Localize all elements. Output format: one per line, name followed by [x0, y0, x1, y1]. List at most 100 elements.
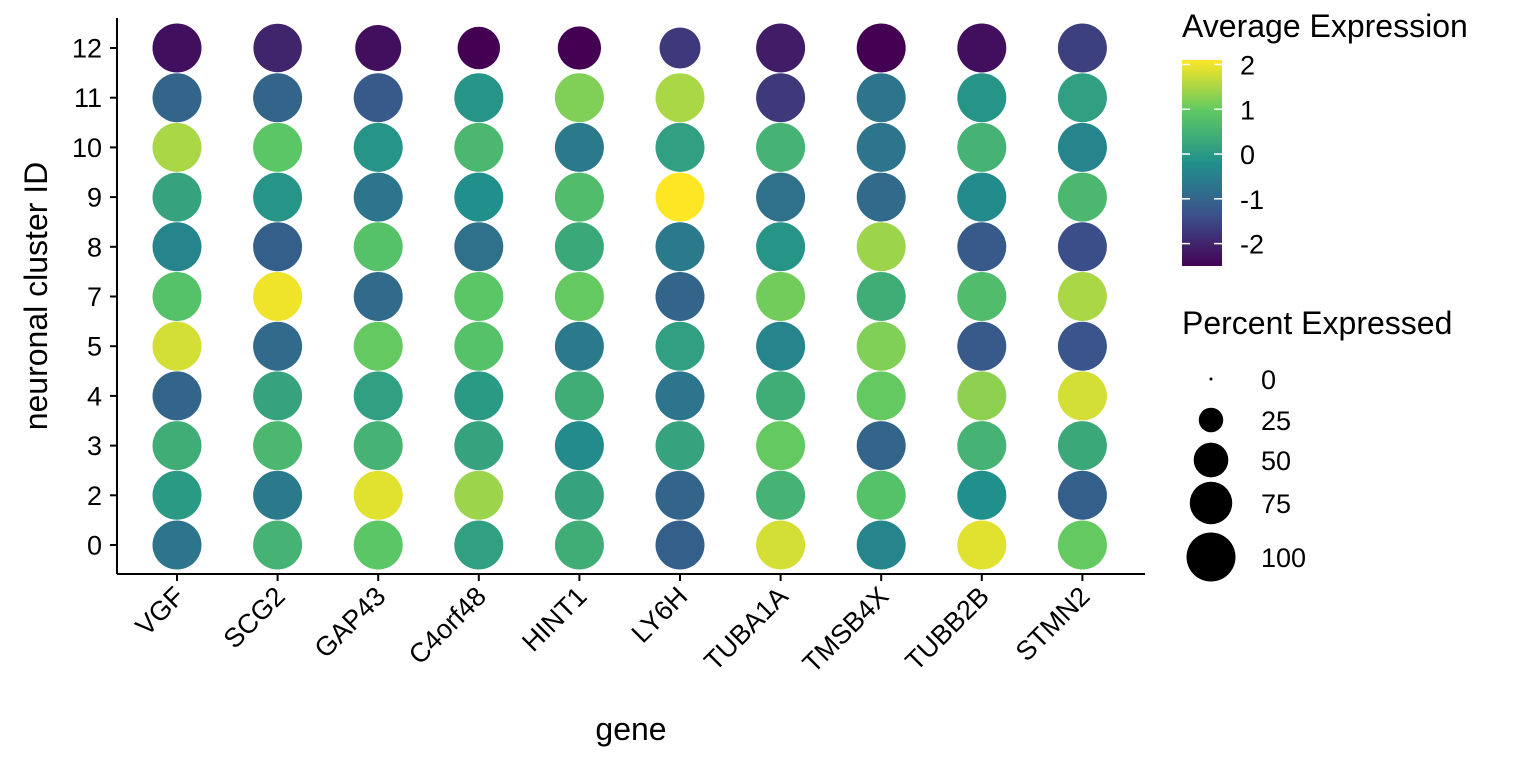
color-legend-label: -1 — [1240, 185, 1264, 215]
dot-marker — [454, 73, 504, 123]
dot-marker — [253, 421, 303, 471]
dot-marker — [152, 520, 202, 570]
dot-marker — [856, 520, 906, 570]
dot-marker — [353, 520, 403, 570]
dot-marker — [1057, 371, 1107, 421]
dot-marker — [253, 122, 303, 172]
dot-marker — [756, 272, 806, 321]
dot-marker — [353, 470, 403, 520]
y-tick-label: 10 — [72, 133, 102, 163]
dot-marker — [152, 272, 202, 321]
dot-marker — [1057, 421, 1107, 471]
dot-marker — [554, 172, 604, 222]
dot-marker — [253, 172, 303, 222]
dot-marker — [655, 321, 705, 371]
dot-marker — [957, 73, 1007, 123]
dot-marker — [152, 73, 202, 123]
dot-marker — [554, 222, 604, 272]
y-tick-label: 4 — [87, 381, 102, 411]
dot-marker — [856, 470, 906, 520]
dot-marker — [1057, 122, 1107, 172]
dot-marker — [756, 421, 806, 471]
dot-marker — [655, 73, 705, 123]
dot-marker — [253, 371, 303, 421]
dot-marker — [253, 520, 303, 570]
y-tick-label: 9 — [87, 183, 102, 213]
y-tick-label: 5 — [87, 332, 102, 362]
dot-marker — [253, 470, 303, 520]
dot-marker — [655, 272, 705, 321]
size-legend-label: 50 — [1261, 446, 1291, 476]
dot-marker — [253, 272, 303, 321]
dot-marker — [454, 222, 504, 272]
dot-marker — [152, 421, 202, 471]
dot-marker — [353, 172, 403, 222]
dot-marker — [655, 222, 705, 272]
dot-marker — [957, 23, 1007, 73]
color-legend-label: 0 — [1240, 140, 1255, 170]
dot-marker — [253, 222, 303, 272]
dot-marker — [353, 222, 403, 272]
dot-marker — [856, 222, 906, 272]
size-legend-title: Percent Expressed — [1182, 305, 1452, 341]
x-tick-label: GAP43 — [309, 581, 392, 664]
y-axis-title: neuronal cluster ID — [18, 162, 54, 431]
dot-marker — [1057, 520, 1107, 570]
x-tick-label: C4orf48 — [403, 581, 492, 670]
dot-marker — [152, 122, 202, 172]
dot-marker — [152, 371, 202, 421]
dot-marker — [353, 272, 403, 321]
dot-marker — [353, 371, 403, 421]
dot-marker — [454, 122, 504, 172]
dot-marker — [1057, 222, 1107, 272]
dot-marker — [659, 27, 701, 69]
y-tick-label: 3 — [87, 431, 102, 461]
dot-marker — [554, 470, 604, 520]
dot-marker — [655, 172, 705, 222]
dot-marker — [454, 172, 504, 222]
dot-marker — [856, 73, 906, 123]
dot-marker — [152, 23, 202, 73]
dot-marker — [454, 321, 504, 371]
dot-marker — [957, 520, 1007, 570]
dot-marker — [756, 321, 806, 371]
dot-marker — [152, 321, 202, 371]
dot-marker — [554, 73, 604, 123]
dot-marker — [957, 371, 1007, 421]
plot-area — [152, 23, 1107, 570]
x-tick-label: VGF — [130, 581, 190, 641]
dot-marker — [557, 26, 602, 70]
dot-marker — [454, 520, 504, 570]
dot-marker — [856, 172, 906, 222]
size-legend-label: 25 — [1261, 406, 1291, 436]
dot-marker — [554, 321, 604, 371]
dot-marker — [1057, 321, 1107, 371]
dot-marker — [353, 321, 403, 371]
x-tick-label: HINT1 — [516, 581, 592, 657]
dot-marker — [957, 272, 1007, 321]
dot-marker — [353, 421, 403, 471]
dot-marker — [1057, 73, 1107, 123]
size-legend-label: 75 — [1261, 489, 1291, 519]
y-tick-label: 0 — [87, 531, 102, 561]
y-tick-label: 7 — [87, 282, 102, 312]
dot-marker — [856, 23, 906, 73]
dot-marker — [353, 122, 403, 172]
size-legend-dot — [1209, 377, 1213, 381]
dot-marker — [457, 26, 501, 70]
dot-marker — [957, 321, 1007, 371]
dot-marker — [454, 371, 504, 421]
dot-marker — [554, 520, 604, 570]
dot-marker — [152, 222, 202, 272]
color-legend-title: Average Expression — [1182, 8, 1468, 44]
x-tick-label: STMN2 — [1010, 581, 1096, 667]
x-axis-title: gene — [595, 711, 666, 747]
color-legend-label: -2 — [1240, 230, 1264, 260]
size-legend-dot — [1193, 442, 1229, 478]
color-legend-label: 1 — [1240, 95, 1255, 125]
x-tick-label: TUBA1A — [698, 581, 793, 676]
dot-marker — [957, 222, 1007, 272]
dot-marker — [554, 371, 604, 421]
size-legend-dot — [1186, 532, 1236, 582]
